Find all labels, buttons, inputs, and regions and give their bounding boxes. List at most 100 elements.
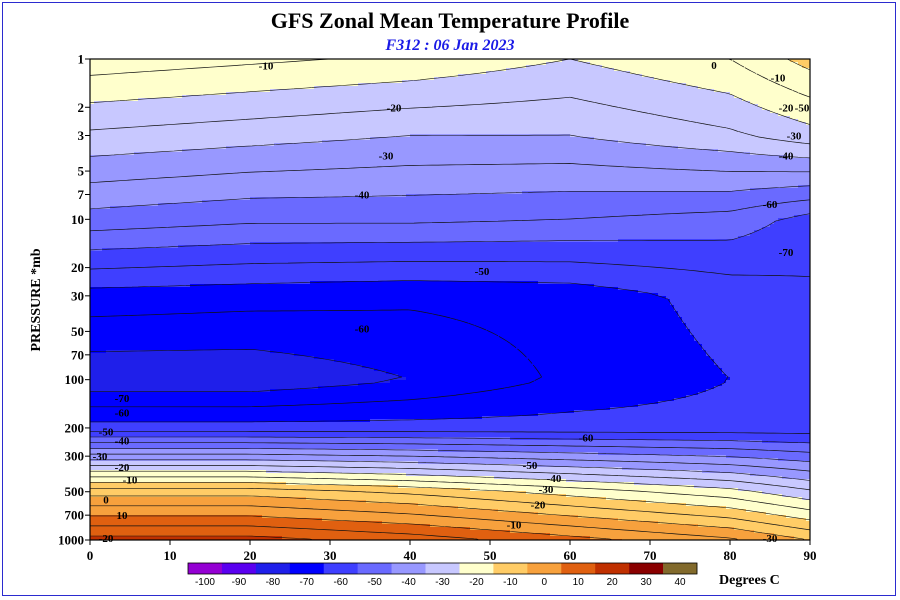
field-cell (734, 119, 739, 123)
field-cell (306, 74, 311, 78)
field-cell (246, 140, 251, 144)
field-cell (106, 62, 111, 66)
field-cell (402, 116, 407, 120)
field-cell (394, 92, 399, 96)
field-cell (534, 86, 539, 90)
field-cell (662, 65, 667, 69)
field-cell (678, 86, 683, 90)
field-cell (94, 122, 99, 126)
field-cell (438, 80, 443, 84)
field-cell (694, 134, 699, 138)
field-cell (174, 125, 179, 129)
field-cell (626, 98, 631, 102)
field-cell (594, 98, 599, 102)
field-cell (282, 74, 287, 78)
field-cell (394, 77, 399, 81)
field-cell (314, 62, 319, 66)
field-cell (626, 110, 631, 114)
field-cell (710, 77, 715, 81)
field-cell (718, 119, 723, 123)
field-cell (206, 116, 211, 120)
field-cell (526, 68, 531, 72)
field-cell (762, 125, 767, 129)
field-cell (658, 119, 663, 123)
field-cell (266, 83, 271, 87)
field-cell (366, 113, 371, 117)
field-cell (510, 89, 515, 93)
field-cell (350, 62, 355, 66)
field-cell (590, 83, 595, 87)
field-cell (494, 137, 499, 141)
field-cell (570, 83, 575, 87)
field-cell (194, 137, 199, 141)
field-cell (434, 113, 439, 117)
field-cell (730, 119, 735, 123)
field-cell (426, 86, 431, 90)
field-cell (410, 104, 415, 108)
field-cell (178, 77, 183, 81)
field-cell (150, 62, 155, 66)
field-cell (94, 107, 99, 111)
field-cell (562, 74, 567, 78)
field-cell (178, 86, 183, 90)
field-cell (710, 110, 715, 114)
field-cell (262, 107, 267, 111)
field-cell (702, 128, 707, 132)
field-cell (258, 95, 263, 99)
field-cell (698, 104, 703, 108)
field-cell (426, 95, 431, 99)
field-cell (766, 128, 771, 132)
field-cell (138, 140, 143, 144)
field-cell (270, 137, 275, 141)
field-cell (470, 80, 475, 84)
field-cell (542, 101, 547, 105)
field-cell (338, 89, 343, 93)
field-cell (454, 86, 459, 90)
field-cell (410, 128, 415, 132)
field-cell (674, 107, 679, 111)
field-cell (230, 140, 235, 144)
field-cell (702, 110, 707, 114)
field-cell (598, 128, 603, 132)
field-cell (186, 77, 191, 81)
field-cell (574, 89, 579, 93)
field-cell (410, 125, 415, 129)
field-cell (354, 71, 359, 75)
field-cell (446, 137, 451, 141)
field-cell (582, 83, 587, 87)
field-cell (370, 98, 375, 102)
field-cell (534, 140, 539, 144)
field-cell (666, 98, 671, 102)
field-cell (110, 113, 115, 117)
field-cell (106, 113, 111, 117)
field-cell (466, 137, 471, 141)
field-cell (326, 137, 331, 141)
field-cell (654, 122, 659, 126)
field-cell (702, 104, 707, 108)
field-cell (474, 95, 479, 99)
field-cell (138, 95, 143, 99)
field-cell (178, 131, 183, 135)
field-cell (110, 131, 115, 135)
field-cell (686, 128, 691, 132)
field-cell (354, 113, 359, 117)
field-cell (282, 119, 287, 123)
field-cell (198, 119, 203, 123)
field-cell (282, 134, 287, 138)
field-cell (198, 128, 203, 132)
field-cell (154, 128, 159, 132)
field-cell (530, 104, 535, 108)
field-cell (386, 128, 391, 132)
field-cell (510, 104, 515, 108)
field-cell (742, 125, 747, 129)
field-cell (486, 110, 491, 114)
field-cell (314, 68, 319, 72)
field-cell (562, 80, 567, 84)
field-cell (242, 101, 247, 105)
field-cell (650, 107, 655, 111)
field-cell (362, 104, 367, 108)
field-cell (174, 83, 179, 87)
field-cell (718, 68, 723, 72)
field-cell (106, 116, 111, 120)
field-cell (682, 92, 687, 96)
